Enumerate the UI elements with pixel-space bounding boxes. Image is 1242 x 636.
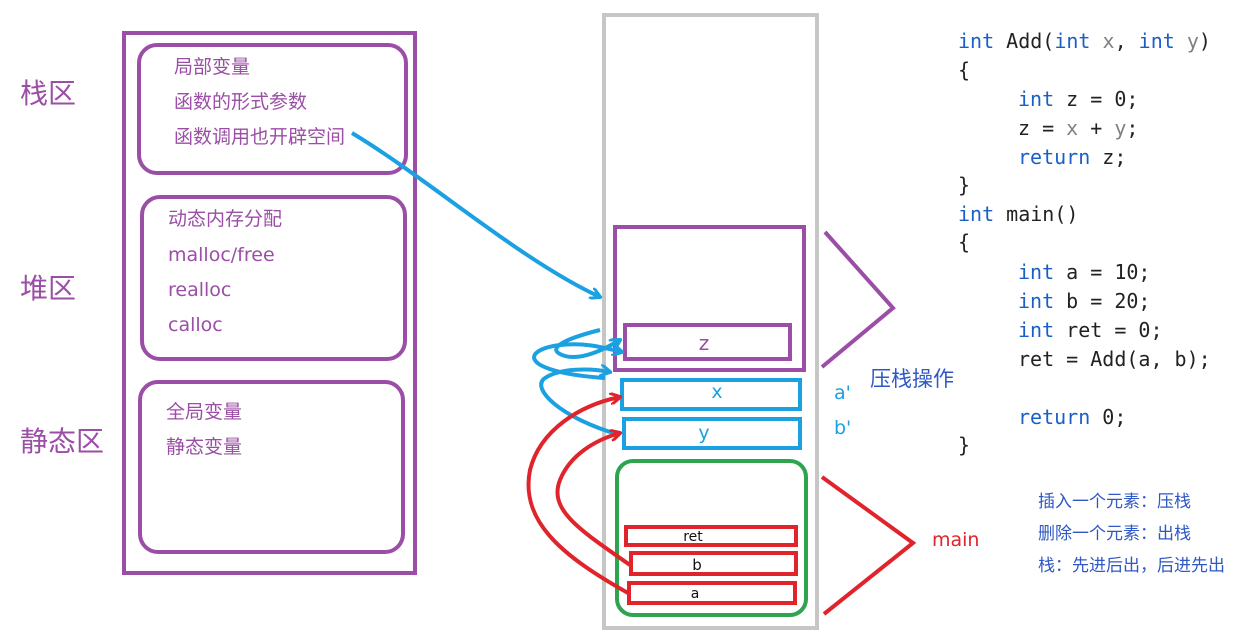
param-x-label: x bbox=[711, 381, 722, 403]
add-frame-box bbox=[613, 225, 806, 372]
code-line-main-5: return 0; bbox=[1018, 405, 1126, 429]
code-line-main-3: int ret = 0; bbox=[1018, 318, 1163, 342]
code-line-brace-close-2: } bbox=[958, 433, 970, 457]
static-item-globals: 全局变量 bbox=[166, 401, 242, 423]
push-operation-label: 压栈操作 bbox=[870, 367, 954, 391]
stack-region-title: 栈区 bbox=[20, 77, 76, 110]
stack-region-box bbox=[137, 43, 408, 175]
annotation-a-prime: a' bbox=[834, 382, 851, 404]
heap-region-title: 堆区 bbox=[20, 272, 76, 305]
arrow-a-to-x bbox=[526, 397, 629, 595]
code-line-main-4: ret = Add(a, b); bbox=[1018, 347, 1211, 371]
arrow-call-space-to-frame bbox=[350, 131, 600, 297]
heap-item-realloc: realloc bbox=[168, 279, 231, 301]
code-line-main-1: int a = 10; bbox=[1018, 260, 1150, 284]
main-frame-label: main bbox=[932, 529, 979, 551]
arrow-b-to-y bbox=[555, 433, 632, 567]
main-bracket bbox=[820, 475, 917, 616]
code-line-main-signature: int main() bbox=[958, 202, 1078, 226]
memory-outer-box bbox=[122, 31, 417, 575]
code-block: int Add(int x, int y) { int z = 0; z = x… bbox=[958, 29, 1211, 457]
code-line-main-2: int b = 20; bbox=[1018, 289, 1150, 313]
push-bracket bbox=[820, 230, 896, 369]
static-item-statics: 静态变量 bbox=[166, 436, 242, 458]
var-z-box bbox=[623, 323, 792, 361]
note-pop: 删除一个元素：出栈 bbox=[1038, 524, 1191, 544]
heap-region-box bbox=[140, 195, 407, 361]
heap-item-malloc: malloc/free bbox=[168, 244, 275, 266]
code-line-add-1: int z = 0; bbox=[1018, 87, 1138, 111]
var-a-label: a bbox=[691, 586, 700, 602]
static-region-box bbox=[138, 380, 405, 554]
code-line-brace-close-1: } bbox=[958, 173, 970, 197]
heap-item-calloc: calloc bbox=[168, 314, 223, 336]
stack-column bbox=[602, 13, 819, 630]
main-frame-box bbox=[615, 459, 808, 617]
var-a-box bbox=[627, 581, 797, 605]
code-line-add-2: z = x + y; bbox=[1018, 116, 1138, 140]
stack-item-call-space: 函数调用也开辟空间 bbox=[174, 126, 345, 148]
stack-item-local-vars: 局部变量 bbox=[174, 56, 250, 78]
code-line-brace-open-2: { bbox=[958, 230, 970, 254]
var-b-box bbox=[629, 551, 798, 576]
stack-item-formal-params: 函数的形式参数 bbox=[174, 91, 307, 113]
arrow-y-to-frame bbox=[539, 370, 621, 437]
code-line-add-signature: int Add(int x, int y) bbox=[958, 29, 1211, 53]
note-push: 插入一个元素：压栈 bbox=[1038, 492, 1191, 512]
param-y-label: y bbox=[698, 422, 709, 444]
code-line-brace-open-1: { bbox=[958, 58, 970, 82]
var-b-label: b bbox=[692, 556, 702, 574]
annotation-b-prime: b' bbox=[834, 417, 851, 439]
var-ret-box bbox=[624, 525, 798, 547]
code-line-add-3: return z; bbox=[1018, 145, 1126, 169]
var-z-label: z bbox=[699, 331, 710, 355]
param-y-box bbox=[622, 417, 802, 450]
note-lifo: 栈：先进后出，后进先出 bbox=[1038, 556, 1225, 576]
heap-item-dynamic-alloc: 动态内存分配 bbox=[168, 208, 282, 230]
static-region-title: 静态区 bbox=[20, 425, 104, 458]
arrow-to-z-1 bbox=[554, 328, 620, 359]
var-ret-label: ret bbox=[683, 529, 703, 545]
